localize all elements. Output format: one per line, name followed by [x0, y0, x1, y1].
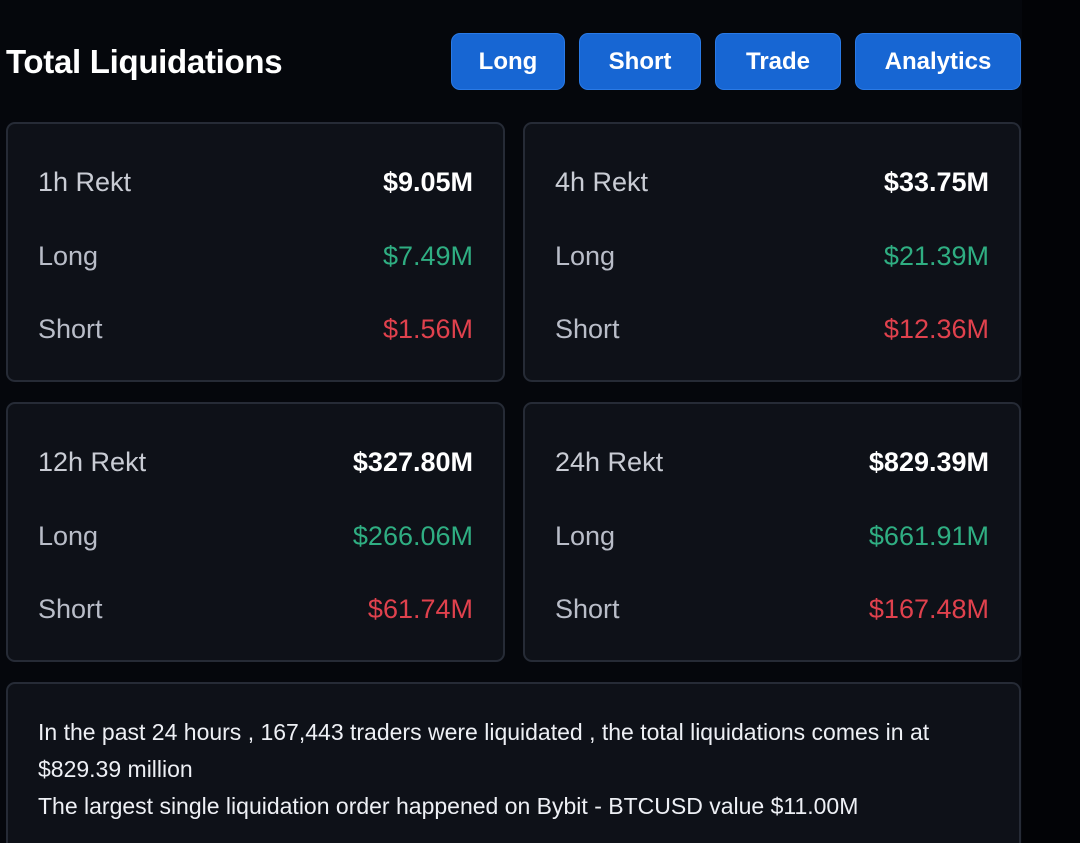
card-total-row: 1h Rekt $9.05M — [38, 162, 473, 202]
card-short-row: Short $61.74M — [38, 589, 473, 629]
card-short-label: Short — [38, 313, 103, 344]
card-long-value: $661.91M — [868, 520, 989, 551]
long-button[interactable]: Long — [451, 33, 565, 90]
card-short-value: $167.48M — [868, 593, 989, 624]
card-period-label: 24h Rekt — [555, 446, 664, 477]
card-long-row: Long $266.06M — [38, 516, 473, 556]
card-short-label: Short — [555, 593, 620, 624]
card-long-value: $21.39M — [883, 240, 989, 271]
card-24h-rekt: 24h Rekt $829.39M Long $661.91M Short $1… — [523, 402, 1021, 662]
card-short-row: Short $1.56M — [38, 309, 473, 349]
summary-box: In the past 24 hours , 167,443 traders w… — [6, 682, 1021, 843]
card-4h-rekt: 4h Rekt $33.75M Long $21.39M Short $12.3… — [523, 122, 1021, 382]
card-short-value: $1.56M — [382, 313, 473, 344]
card-long-label: Long — [38, 520, 99, 551]
card-long-label: Long — [555, 240, 616, 271]
card-total-row: 12h Rekt $327.80M — [38, 442, 473, 482]
card-long-label: Long — [38, 240, 99, 271]
card-total-row: 24h Rekt $829.39M — [555, 442, 989, 482]
right-edge — [1022, 0, 1080, 843]
page-title: Total Liquidations — [6, 43, 283, 80]
header: Total Liquidations Long Short Trade Anal… — [0, 30, 1022, 92]
card-period-label: 4h Rekt — [555, 166, 649, 197]
card-total-value: $829.39M — [868, 446, 989, 477]
card-short-value: $61.74M — [367, 593, 473, 624]
card-period-label: 12h Rekt — [38, 446, 147, 477]
card-total-value: $9.05M — [382, 166, 473, 197]
card-short-row: Short $12.36M — [555, 309, 989, 349]
card-total-value: $33.75M — [883, 166, 989, 197]
card-short-row: Short $167.48M — [555, 589, 989, 629]
card-total-value: $327.80M — [352, 446, 473, 477]
card-1h-rekt: 1h Rekt $9.05M Long $7.49M Short $1.56M — [6, 122, 505, 382]
card-long-value: $7.49M — [382, 240, 473, 271]
card-total-row: 4h Rekt $33.75M — [555, 162, 989, 202]
analytics-button[interactable]: Analytics — [855, 33, 1021, 90]
summary-text-largest-order: The largest single liquidation order hap… — [38, 793, 859, 819]
card-period-label: 1h Rekt — [38, 166, 132, 197]
card-long-value: $266.06M — [352, 520, 473, 551]
card-long-label: Long — [555, 520, 616, 551]
card-12h-rekt: 12h Rekt $327.80M Long $266.06M Short $6… — [6, 402, 505, 662]
card-short-label: Short — [38, 593, 103, 624]
short-button[interactable]: Short — [579, 33, 701, 90]
trade-button[interactable]: Trade — [715, 33, 841, 90]
card-long-row: Long $661.91M — [555, 516, 989, 556]
card-short-value: $12.36M — [883, 313, 989, 344]
card-long-row: Long $21.39M — [555, 236, 989, 276]
summary-text-24h: In the past 24 hours , 167,443 traders w… — [38, 719, 930, 782]
card-short-label: Short — [555, 313, 620, 344]
card-long-row: Long $7.49M — [38, 236, 473, 276]
